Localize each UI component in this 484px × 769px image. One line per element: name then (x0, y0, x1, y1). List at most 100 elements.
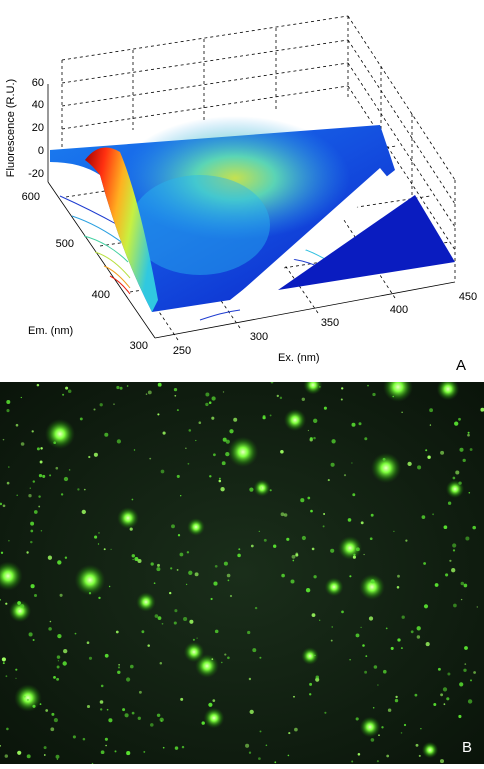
spot (26, 698, 30, 702)
spot (157, 563, 160, 567)
z-axis-label: Fluorescence (R.U.) (5, 79, 17, 177)
spot (20, 442, 25, 446)
spot (57, 633, 62, 639)
spot (30, 540, 33, 544)
spot (290, 579, 295, 584)
spot (294, 727, 298, 732)
spot (150, 723, 154, 727)
spot (108, 718, 113, 723)
spot (401, 411, 403, 413)
spot (364, 670, 368, 674)
spot (370, 513, 374, 517)
spot (116, 439, 122, 444)
spot (114, 750, 117, 753)
axis-box (47, 15, 456, 341)
spot (104, 737, 108, 741)
spot (331, 439, 336, 444)
spot (227, 579, 230, 582)
spot (42, 474, 46, 478)
spot (2, 438, 5, 441)
spot (147, 390, 152, 395)
spot (17, 608, 20, 611)
spot (162, 431, 166, 435)
spot (395, 695, 398, 699)
spot (286, 537, 290, 541)
spot (353, 553, 356, 557)
spot (248, 751, 252, 754)
x-axis-ticks: 250 300 350 400 450 (173, 291, 477, 357)
spot (133, 449, 136, 451)
spot (188, 429, 192, 432)
spot (291, 554, 296, 559)
spot (446, 697, 450, 701)
spot (32, 704, 36, 708)
spot (145, 393, 148, 395)
spot (187, 462, 190, 465)
spot (458, 714, 462, 719)
spot (313, 436, 316, 440)
spot (39, 703, 42, 705)
spot (322, 525, 325, 528)
z-tick-label: -20 (28, 168, 44, 180)
spot (400, 732, 403, 734)
spot (416, 626, 421, 631)
z-tick-label: 0 (38, 145, 44, 157)
spot (98, 532, 100, 534)
spot (154, 614, 159, 618)
spot (364, 437, 368, 441)
spot (118, 664, 120, 666)
spot (62, 661, 67, 666)
spot (173, 387, 178, 392)
spot (44, 418, 76, 450)
spot (420, 728, 422, 730)
spot (447, 501, 452, 505)
spot (414, 693, 418, 697)
spot (38, 495, 41, 498)
spot (1, 657, 6, 662)
spot (68, 469, 71, 471)
spot (223, 561, 228, 566)
spot (270, 380, 274, 384)
spot (307, 496, 311, 500)
spot (421, 741, 439, 759)
spot (143, 750, 146, 753)
spot (373, 665, 378, 669)
spot (29, 487, 31, 489)
x-tick-label: 400 (390, 304, 408, 316)
spot (63, 648, 68, 654)
spot (214, 629, 219, 634)
spot (17, 601, 21, 605)
spot (452, 549, 456, 552)
spot (74, 564, 106, 596)
spot (464, 663, 467, 665)
spot (88, 592, 92, 595)
spot (265, 744, 268, 747)
spot (131, 554, 136, 558)
spot (93, 408, 96, 411)
spot (119, 386, 123, 390)
spot (169, 591, 172, 595)
spot (437, 667, 441, 671)
spot (213, 581, 218, 586)
spot (159, 662, 163, 665)
spot (39, 460, 43, 464)
spot (311, 547, 315, 551)
spot (460, 581, 465, 586)
spot (106, 708, 109, 711)
spot (359, 574, 385, 600)
spot (279, 396, 283, 400)
spot (132, 558, 134, 561)
spot (324, 577, 344, 597)
spot (99, 403, 103, 407)
spot (351, 462, 353, 464)
spot (227, 436, 259, 468)
spot (423, 604, 429, 609)
spot (195, 439, 197, 442)
spot (55, 754, 60, 759)
spot (6, 400, 11, 404)
y-tick-label: 300 (130, 340, 148, 352)
spot (94, 535, 98, 539)
spot (32, 480, 36, 483)
spot (2, 504, 6, 508)
spot (237, 553, 241, 558)
